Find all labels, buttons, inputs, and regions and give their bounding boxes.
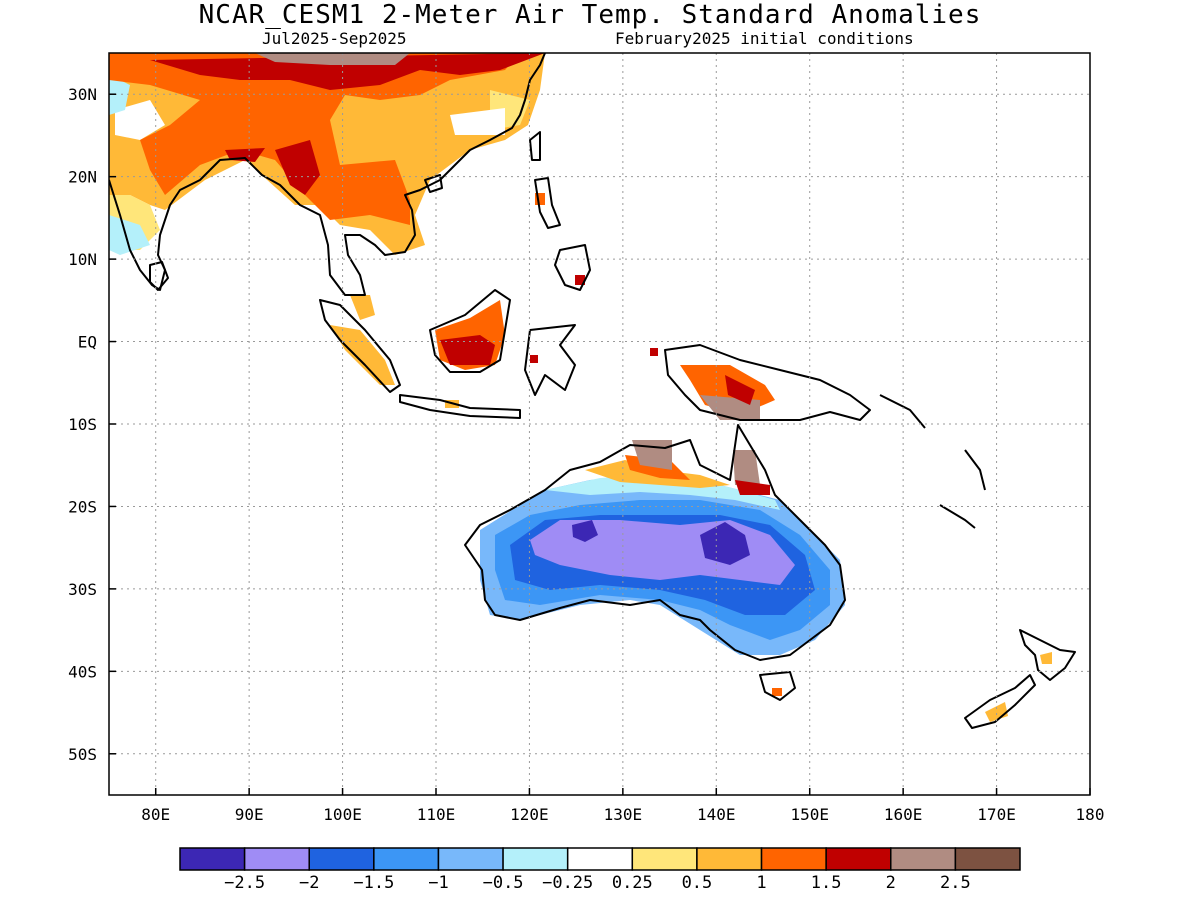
lon-tick-label: 80E bbox=[141, 805, 170, 824]
lon-tick-label: 140E bbox=[697, 805, 736, 824]
lon-tick-label: 150E bbox=[790, 805, 829, 824]
valid-period-label: Jul2025-Sep2025 bbox=[262, 29, 407, 48]
tasmania-warm bbox=[772, 688, 782, 696]
colorbar-swatch bbox=[373, 847, 440, 871]
newzealand-north-coast bbox=[1019, 629, 1076, 681]
asia-orange-region bbox=[109, 53, 520, 225]
taiwan-coast bbox=[529, 131, 541, 161]
colorbar-label: 2.5 bbox=[940, 873, 971, 893]
australia-deep-west bbox=[572, 520, 598, 542]
sumatra-north-warm bbox=[350, 295, 375, 320]
tasmania-coast bbox=[759, 671, 796, 701]
colorbar-swatch bbox=[308, 847, 375, 871]
australia-coast bbox=[464, 424, 846, 661]
colorbar-label: −0.5 bbox=[483, 873, 524, 893]
asia-brown-north bbox=[255, 53, 410, 65]
lon-tick-label: 90E bbox=[235, 805, 264, 824]
colorbar-swatch bbox=[179, 847, 246, 871]
colorbar-label: −2 bbox=[299, 873, 319, 893]
newguinea-coast bbox=[664, 344, 871, 421]
luzon-coast bbox=[534, 177, 561, 229]
java-coast bbox=[399, 394, 521, 419]
lon-tick-label: 160E bbox=[884, 805, 923, 824]
luzon-warm-patch bbox=[535, 193, 545, 205]
philippines-south-coast bbox=[554, 244, 591, 291]
hainan-coast bbox=[424, 174, 443, 193]
colorbar-swatch bbox=[502, 847, 569, 871]
colorbar-swatch bbox=[696, 847, 763, 871]
initial-conditions-label: February2025 initial conditions bbox=[615, 29, 914, 48]
longitude-labels: 80E 90E 100E 110E 120E 130E 140E 150E 160E 170E 18… bbox=[141, 805, 1104, 824]
lon-tick-label: 180 bbox=[1076, 805, 1105, 824]
asia-red-north bbox=[150, 53, 545, 90]
colorbar-swatch bbox=[825, 847, 892, 871]
vanuatu-coast bbox=[964, 449, 986, 491]
eastchina-white-patch bbox=[450, 108, 505, 135]
newzealand-south-coast bbox=[964, 674, 1036, 729]
latitude-labels: 30N 20N 10N EQ 10S 20S 30S 40S 50S bbox=[68, 85, 97, 764]
lat-tick-label: 20S bbox=[68, 497, 97, 516]
solomon-coast bbox=[879, 394, 926, 429]
lon-tick-label: 100E bbox=[323, 805, 362, 824]
lat-tick-label: 20N bbox=[68, 168, 97, 187]
newzealand-north-warm bbox=[1040, 652, 1052, 664]
lat-tick-label: 10S bbox=[68, 415, 97, 434]
colorbar-swatch bbox=[954, 847, 1021, 871]
colorbar-label: −2.5 bbox=[224, 873, 265, 893]
colorbar-label: 0.25 bbox=[612, 873, 653, 893]
colorbar-swatch bbox=[566, 847, 634, 871]
colorbar bbox=[179, 847, 1021, 871]
sumatra-warm bbox=[330, 325, 395, 385]
anomaly-shading bbox=[109, 53, 1052, 722]
lat-tick-label: 10N bbox=[68, 250, 97, 269]
capeyork-brown bbox=[733, 450, 760, 485]
moluccas-red-patch bbox=[650, 348, 658, 356]
newguinea-red bbox=[725, 375, 755, 405]
lon-tick-label: 170E bbox=[977, 805, 1016, 824]
colorbar-label: 2 bbox=[886, 873, 896, 893]
colorbar-label: 1 bbox=[756, 873, 766, 893]
map-frame bbox=[108, 52, 1091, 796]
australia-deep-east bbox=[700, 522, 750, 565]
india-neutral-patch bbox=[115, 100, 165, 140]
colorbar-label: 0.5 bbox=[682, 873, 713, 893]
india-cool-north bbox=[109, 75, 130, 115]
borneo-red bbox=[440, 335, 495, 365]
coastlines bbox=[109, 53, 1076, 729]
colorbar-swatch bbox=[437, 847, 504, 871]
colorbar-label: 1.5 bbox=[811, 873, 842, 893]
burma-red-region bbox=[275, 140, 320, 195]
colorbar-swatch bbox=[631, 847, 698, 871]
colorbar-swatch bbox=[243, 847, 310, 871]
colorbar-label: −1 bbox=[428, 873, 448, 893]
mindanao-red-patch bbox=[575, 275, 585, 285]
mainland-asia-coast bbox=[109, 53, 546, 296]
sumatra-coast bbox=[319, 299, 401, 393]
lat-tick-label: 50S bbox=[68, 745, 97, 764]
sulawesi-coast bbox=[524, 324, 576, 396]
map-title: NCAR_CESM1 2-Meter Air Temp. Standard An… bbox=[198, 0, 982, 30]
srilanka-coast bbox=[149, 261, 169, 291]
map-gridlines bbox=[109, 53, 1091, 795]
india-cool-patch bbox=[109, 215, 150, 255]
lat-tick-label: 30N bbox=[68, 85, 97, 104]
lon-tick-label: 130E bbox=[604, 805, 643, 824]
sulawesi-red-patch bbox=[530, 355, 538, 363]
lat-tick-label: 30S bbox=[68, 580, 97, 599]
newcaledonia-coast bbox=[939, 504, 976, 529]
colorbar-swatch bbox=[890, 847, 957, 871]
lat-tick-label: EQ bbox=[78, 333, 97, 352]
capeyork-red bbox=[735, 480, 770, 495]
australia-north-light bbox=[545, 475, 780, 510]
colorbar-label: −1.5 bbox=[353, 873, 394, 893]
borneo-coast bbox=[429, 289, 511, 373]
lon-tick-label: 120E bbox=[510, 805, 549, 824]
colorbar-label: −0.25 bbox=[542, 873, 593, 893]
colorbar-swatch bbox=[760, 847, 827, 871]
colorbar-labels: −2.5 −2 −1.5 −1 −0.5 −0.25 0.25 0.5 1 1.5 2 2.5 bbox=[224, 873, 971, 893]
lon-tick-label: 110E bbox=[417, 805, 456, 824]
lat-tick-label: 40S bbox=[68, 662, 97, 681]
